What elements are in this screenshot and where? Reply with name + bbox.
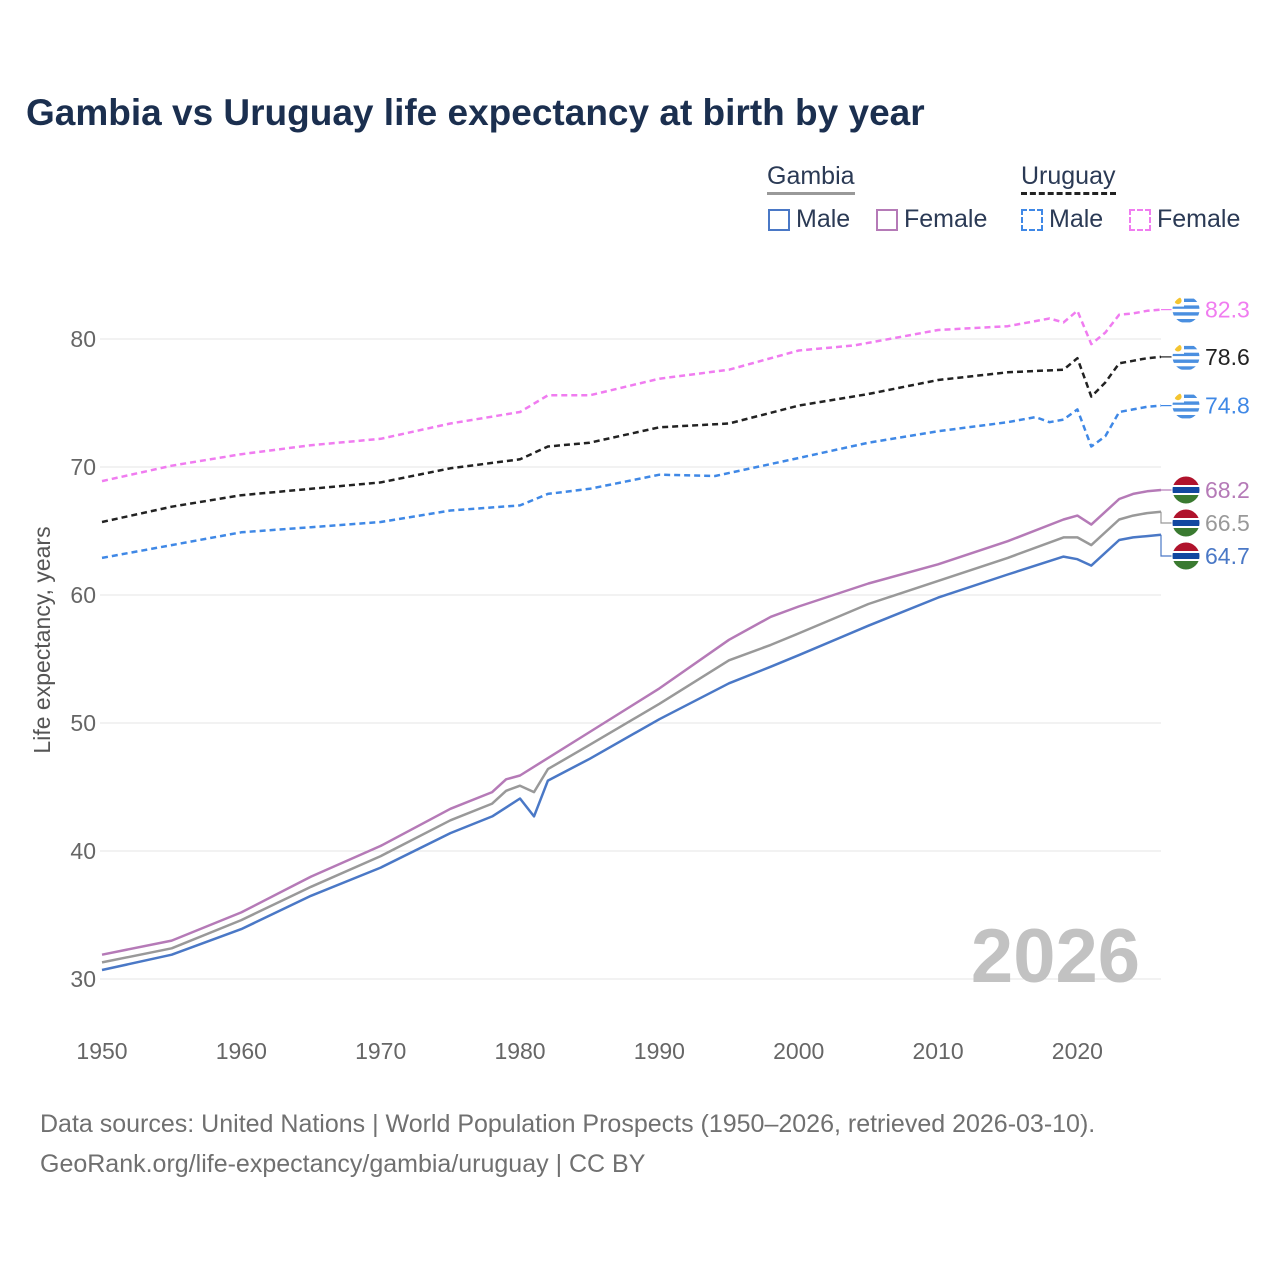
end-value-label: 66.5 [1205,510,1250,536]
source-line-2[interactable]: GeoRank.org/life-expectancy/gambia/urugu… [40,1150,646,1178]
uruguay-flag-icon [1172,342,1200,371]
end-value-label: 82.3 [1205,297,1250,323]
y-tick-label: 60 [70,582,96,608]
series-line-uruguay-male[interactable] [101,404,1162,560]
series-line-gambia-both[interactable] [101,510,1162,964]
series-lines [101,308,1162,972]
end-value-label: 74.8 [1205,393,1250,419]
end-labels: 82.3 78.6 74.8 68.2 66.5 64.7 [1160,295,1250,571]
end-label-leader [1160,534,1172,557]
y-tick-label: 40 [70,838,96,864]
series-line-uruguay-female[interactable] [101,308,1162,483]
series-line-gambia-female[interactable] [101,488,1162,956]
flag-ring [1171,475,1201,505]
x-tick-label: 2010 [912,1038,963,1064]
flag-ring [1171,295,1201,325]
gambia-flag-icon [1172,509,1200,537]
y-tick-label: 70 [70,454,96,480]
source-line-1: Data sources: United Nations | World Pop… [40,1110,1096,1138]
end-value-label: 78.6 [1205,344,1250,370]
x-tick-label: 2000 [773,1038,824,1064]
x-tick-label: 1980 [494,1038,545,1064]
x-tick-label: 1960 [216,1038,267,1064]
x-tick-label: 1950 [76,1038,127,1064]
gambia-flag-icon [1172,542,1200,570]
x-tick-label: 2020 [1052,1038,1103,1064]
y-tick-label: 80 [70,326,96,352]
x-axis-ticks: 1950 1960 1970 1980 1990 2000 2010 2020 [76,1038,1103,1064]
flag-ring [1171,391,1201,421]
uruguay-flag-icon [1172,391,1200,420]
end-value-label: 64.7 [1205,543,1250,569]
gridlines [100,338,1161,980]
end-value-label: 68.2 [1205,477,1250,503]
chart-title: Gambia vs Uruguay life expectancy at bir… [26,92,925,133]
y-axis-label: Life expectancy, years [29,526,55,753]
flag-ring [1171,342,1201,372]
end-label-leader [1160,511,1172,524]
year-watermark: 2026 [971,914,1140,999]
flag-ring [1171,541,1201,571]
y-tick-label: 30 [70,966,96,992]
y-axis-ticks: 30 40 50 60 70 80 [70,326,96,992]
y-tick-label: 50 [70,710,96,736]
gambia-flag-icon [1172,476,1200,504]
x-tick-label: 1970 [355,1038,406,1064]
flag-ring [1171,508,1201,538]
uruguay-flag-icon [1172,295,1200,324]
x-tick-label: 1990 [634,1038,685,1064]
series-line-uruguay-both[interactable] [101,355,1162,524]
source-note: Data sources: United Nations | World Pop… [40,1104,1095,1184]
series-line-gambia-male[interactable] [101,533,1162,972]
line-chart: 30 40 50 60 70 80 1950 1960 1970 1980 1990 2000 201… [29,295,1250,1064]
